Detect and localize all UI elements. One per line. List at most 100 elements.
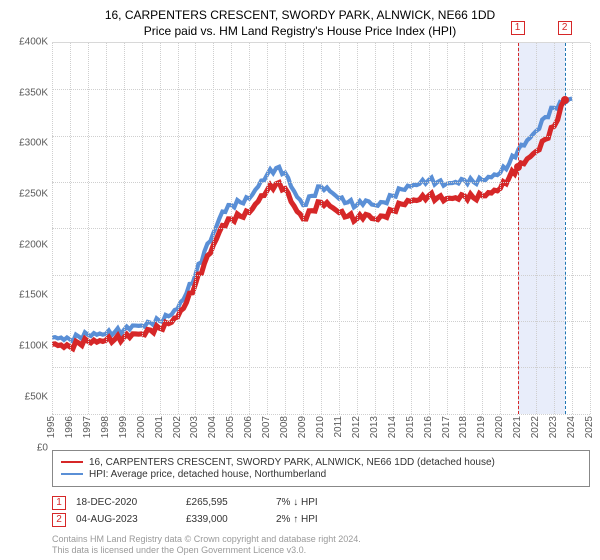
- sale-pct: 7% ↓ HPI: [276, 497, 376, 508]
- y-tick-label: £150K: [19, 290, 48, 301]
- x-tick-label: 2002: [172, 416, 183, 438]
- gridline-v: [375, 43, 376, 414]
- x-tick-label: 2000: [136, 416, 147, 438]
- marker-vline: [518, 43, 519, 414]
- gridline-v: [267, 43, 268, 414]
- sale-date: 04-AUG-2023: [76, 514, 176, 525]
- sale-row: 1 18-DEC-2020 £265,595 7% ↓ HPI: [52, 496, 590, 510]
- sale-pct: 2% ↑ HPI: [276, 514, 376, 525]
- x-tick-label: 1996: [64, 416, 75, 438]
- gridline-v: [195, 43, 196, 414]
- y-tick-label: £300K: [19, 138, 48, 149]
- gridline-v: [303, 43, 304, 414]
- gridline-v: [447, 43, 448, 414]
- gridline-v: [70, 43, 71, 414]
- gridline-v: [106, 43, 107, 414]
- plot-area: 12: [52, 42, 590, 414]
- gridline-v: [590, 43, 591, 414]
- y-tick-label: £0: [37, 442, 48, 453]
- x-tick-label: 2016: [423, 416, 434, 438]
- x-tick-label: 2019: [476, 416, 487, 438]
- gridline-v: [500, 43, 501, 414]
- gridline-v: [339, 43, 340, 414]
- x-tick-label: 2008: [279, 416, 290, 438]
- x-tick-label: 2022: [530, 416, 541, 438]
- gridline-v: [124, 43, 125, 414]
- x-tick-label: 1998: [100, 416, 111, 438]
- x-tick-label: 2001: [154, 416, 165, 438]
- marker-callout: 2: [558, 21, 572, 35]
- x-tick-label: 1999: [118, 416, 129, 438]
- gridline-v: [231, 43, 232, 414]
- x-tick-label: 2023: [548, 416, 559, 438]
- x-tick-label: 2010: [315, 416, 326, 438]
- x-tick-label: 2015: [405, 416, 416, 438]
- gridline-v: [357, 43, 358, 414]
- gridline-v: [572, 43, 573, 414]
- x-tick-label: 2006: [243, 416, 254, 438]
- y-tick-label: £250K: [19, 189, 48, 200]
- sales-table: 118-DEC-2020£265,5957% ↓ HPI204-AUG-2023…: [52, 493, 590, 530]
- legend-swatch: [61, 461, 83, 463]
- legend-row: 16, CARPENTERS CRESCENT, SWORDY PARK, AL…: [61, 457, 581, 468]
- gridline-v: [249, 43, 250, 414]
- x-axis: 1995199619971998199920002001200220032004…: [52, 414, 590, 448]
- y-axis: £0£50K£100K£150K£200K£250K£300K£350K£400…: [10, 42, 52, 448]
- x-tick-label: 2003: [189, 416, 200, 438]
- y-tick-label: £50K: [25, 391, 48, 402]
- chart-container: 16, CARPENTERS CRESCENT, SWORDY PARK, AL…: [0, 0, 600, 560]
- gridline-v: [88, 43, 89, 414]
- title-line1: 16, CARPENTERS CRESCENT, SWORDY PARK, AL…: [10, 8, 590, 22]
- legend-row: HPI: Average price, detached house, Nort…: [61, 469, 581, 480]
- title-line2: Price paid vs. HM Land Registry's House …: [10, 24, 590, 38]
- gridline-v: [285, 43, 286, 414]
- y-tick-label: £400K: [19, 37, 48, 48]
- marker-dot: [514, 163, 522, 171]
- legend-label: 16, CARPENTERS CRESCENT, SWORDY PARK, AL…: [89, 457, 495, 468]
- gridline-v: [411, 43, 412, 414]
- x-tick-label: 2012: [351, 416, 362, 438]
- gridline-v: [482, 43, 483, 414]
- chart-box: £0£50K£100K£150K£200K£250K£300K£350K£400…: [10, 42, 590, 448]
- gridline-v: [142, 43, 143, 414]
- x-tick-label: 2007: [261, 416, 272, 438]
- plot-wrap: 12 1995199619971998199920002001200220032…: [52, 42, 590, 448]
- y-tick-label: £100K: [19, 341, 48, 352]
- x-tick-label: 2018: [458, 416, 469, 438]
- gridline-v: [393, 43, 394, 414]
- x-tick-label: 2017: [441, 416, 452, 438]
- series-price_paid: [52, 100, 565, 349]
- gridline-v: [464, 43, 465, 414]
- x-tick-label: 2013: [369, 416, 380, 438]
- sale-date: 18-DEC-2020: [76, 497, 176, 508]
- x-tick-label: 1995: [46, 416, 57, 438]
- sale-row: 204-AUG-2023£339,0002% ↑ HPI: [52, 513, 590, 527]
- marker-callout: 1: [511, 21, 525, 35]
- gridline-v: [178, 43, 179, 414]
- footer-line1: Contains HM Land Registry data © Crown c…: [52, 534, 590, 545]
- gridline-v: [321, 43, 322, 414]
- x-tick-label: 2014: [387, 416, 398, 438]
- legend-label: HPI: Average price, detached house, Nort…: [89, 469, 326, 480]
- marker-dot: [561, 96, 569, 104]
- gridline-v: [52, 43, 53, 414]
- x-tick-label: 1997: [82, 416, 93, 438]
- x-tick-label: 2005: [225, 416, 236, 438]
- y-tick-label: £350K: [19, 87, 48, 98]
- gridline-v: [536, 43, 537, 414]
- gridline-v: [429, 43, 430, 414]
- sale-badge: 1: [52, 496, 66, 510]
- sale-price: £339,000: [186, 514, 266, 525]
- sale-price: £265,595: [186, 497, 266, 508]
- x-tick-label: 2011: [333, 416, 344, 438]
- footer: Contains HM Land Registry data © Crown c…: [52, 534, 590, 557]
- x-tick-label: 2009: [297, 416, 308, 438]
- x-tick-label: 2024: [566, 416, 577, 438]
- y-tick-label: £200K: [19, 239, 48, 250]
- gridline-v: [554, 43, 555, 414]
- title-block: 16, CARPENTERS CRESCENT, SWORDY PARK, AL…: [10, 8, 590, 38]
- footer-line2: This data is licensed under the Open Gov…: [52, 545, 590, 556]
- x-tick-label: 2004: [207, 416, 218, 438]
- x-tick-label: 2020: [494, 416, 505, 438]
- legend-swatch: [61, 473, 83, 475]
